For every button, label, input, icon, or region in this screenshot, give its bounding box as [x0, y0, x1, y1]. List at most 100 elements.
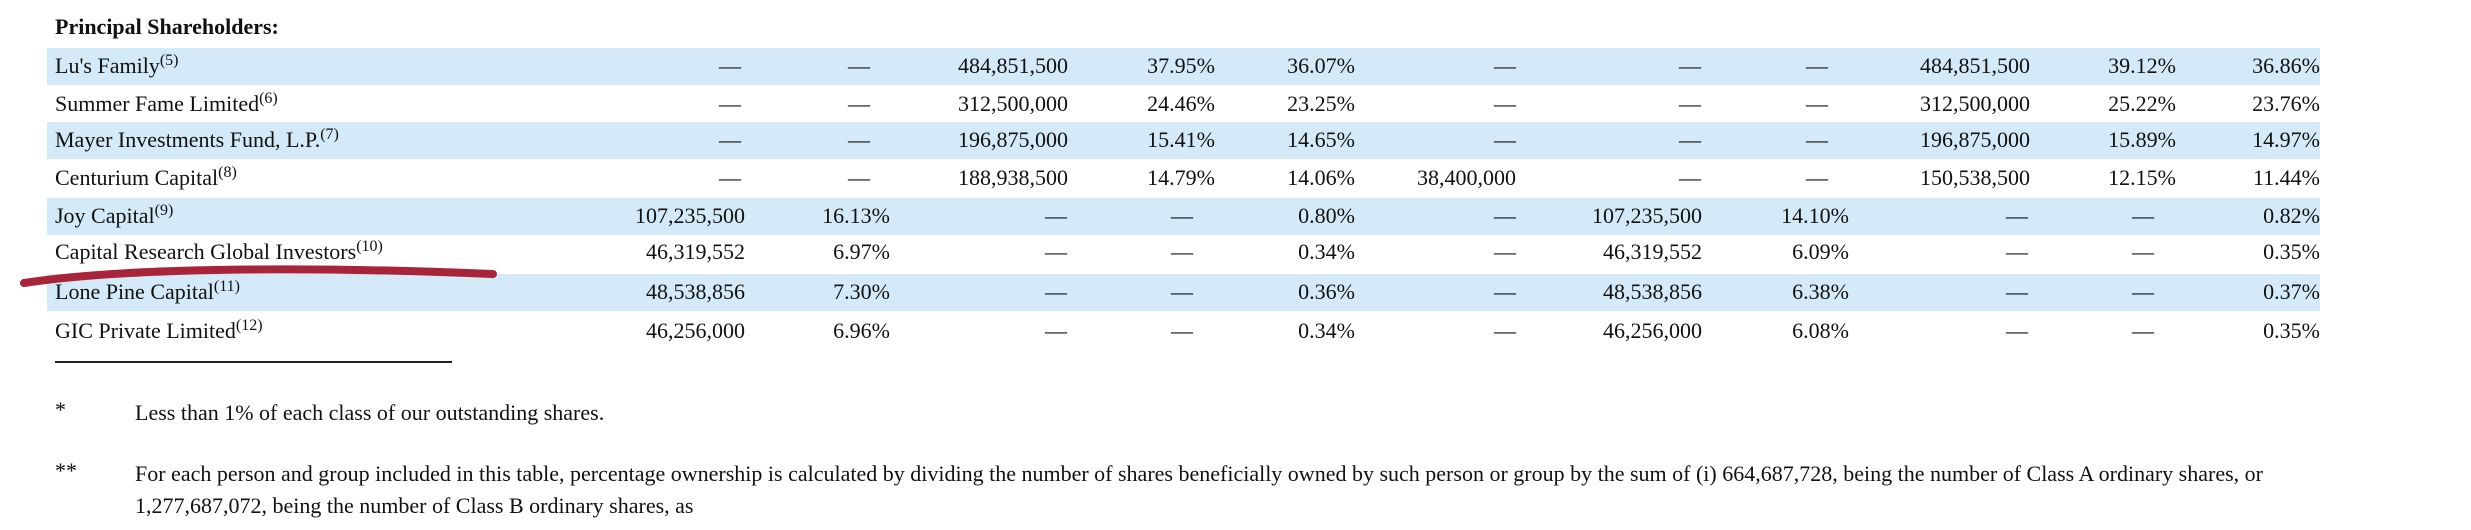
- cell-dash: —: [1171, 239, 1193, 264]
- cell: 14.06%: [1287, 165, 1355, 190]
- cell: 0.37%: [2263, 279, 2320, 304]
- cell: 107,235,500: [635, 203, 745, 228]
- cell-dash: —: [1045, 203, 1067, 228]
- footnote-text: 1,277,687,072, being the number of Class…: [135, 493, 694, 518]
- cell-dash: —: [848, 165, 870, 190]
- cell: 484,851,500: [1920, 53, 2030, 78]
- cell: 46,256,000: [1603, 318, 1702, 343]
- cell-dash: —: [1806, 91, 1828, 116]
- cell: 38,400,000: [1417, 165, 1516, 190]
- cell: 24.46%: [1147, 91, 1215, 116]
- rule: [55, 361, 452, 363]
- cell-dash: —: [848, 53, 870, 78]
- shareholder-name: Capital Research Global Investors: [55, 239, 357, 264]
- cell: 6.08%: [1792, 318, 1849, 343]
- cell-dash: —: [1045, 239, 1067, 264]
- cell: 16.13%: [822, 203, 890, 228]
- row-label: GIC Private Limited(12): [55, 318, 263, 344]
- footnote-ref: (10): [356, 238, 383, 255]
- cell: 7.30%: [833, 279, 890, 304]
- cell-dash: —: [1679, 165, 1701, 190]
- heading: Principal Shareholders:: [55, 14, 279, 39]
- cell: 23.25%: [1287, 91, 1355, 116]
- shareholder-name: Summer Fame Limited: [55, 91, 260, 116]
- shareholder-name: Lu's Family: [55, 53, 160, 78]
- footnote-marker: *: [55, 397, 66, 422]
- cell: 12.15%: [2108, 165, 2176, 190]
- row-label: Summer Fame Limited(6): [55, 91, 278, 117]
- cell-dash: —: [1679, 53, 1701, 78]
- cell: 36.07%: [1287, 53, 1355, 78]
- cell: 0.80%: [1298, 203, 1355, 228]
- cell-dash: —: [1494, 279, 1516, 304]
- footnote-ref: (6): [259, 90, 278, 107]
- row-label: Centurium Capital(8): [55, 165, 237, 191]
- shareholder-name: Centurium Capital: [55, 165, 219, 190]
- cell-dash: —: [719, 91, 741, 116]
- cell-dash: —: [2132, 239, 2154, 264]
- cell: 0.35%: [2263, 239, 2320, 264]
- cell-dash: —: [2006, 203, 2028, 228]
- cell-dash: —: [1679, 127, 1701, 152]
- footnote-ref: (11): [213, 278, 240, 295]
- cell: 23.76%: [2252, 91, 2320, 116]
- cell: 0.34%: [1298, 318, 1355, 343]
- cell: 312,500,000: [958, 91, 1068, 116]
- cell: 37.95%: [1147, 53, 1215, 78]
- footnote-ref: (7): [320, 126, 339, 143]
- shareholder-name: Lone Pine Capital: [55, 279, 214, 304]
- cell: 484,851,500: [958, 53, 1068, 78]
- footnote-text: For each person and group included in th…: [135, 461, 2263, 486]
- cell: 6.97%: [833, 239, 890, 264]
- cell: 46,319,552: [1603, 239, 1702, 264]
- cell-dash: —: [1806, 53, 1828, 78]
- row-label: Mayer Investments Fund, L.P.(7): [55, 127, 339, 153]
- row-label: Joy Capital(9): [55, 203, 173, 229]
- cell-dash: —: [1171, 279, 1193, 304]
- cell: 14.79%: [1147, 165, 1215, 190]
- cell-dash: —: [1494, 318, 1516, 343]
- row-label: Lu's Family(5): [55, 53, 178, 79]
- shareholder-name: GIC Private Limited: [55, 318, 236, 343]
- cell: 46,319,552: [646, 239, 745, 264]
- cell: 188,938,500: [958, 165, 1068, 190]
- row-label: Capital Research Global Investors(10): [55, 239, 383, 265]
- cell: 11.44%: [2252, 165, 2320, 190]
- cell-dash: —: [848, 91, 870, 116]
- row-band: [47, 122, 2320, 159]
- cell-dash: —: [1679, 91, 1701, 116]
- cell-dash: —: [848, 127, 870, 152]
- cell: 46,256,000: [646, 318, 745, 343]
- footnote-ref: (9): [154, 202, 174, 219]
- cell: 196,875,000: [1920, 127, 2030, 152]
- cell: 48,538,856: [1603, 279, 1702, 304]
- footnote-ref: (8): [218, 164, 237, 181]
- cell: 0.34%: [1298, 239, 1355, 264]
- cell: 14.65%: [1287, 127, 1355, 152]
- cell-dash: —: [719, 165, 741, 190]
- cell-dash: —: [719, 127, 741, 152]
- cell: 312,500,000: [1920, 91, 2030, 116]
- cell: 14.10%: [1781, 203, 1849, 228]
- cell-dash: —: [2006, 279, 2028, 304]
- cell: 25.22%: [2108, 91, 2176, 116]
- cell-dash: —: [1494, 203, 1516, 228]
- footnote-text: Less than 1% of each class of our outsta…: [135, 400, 605, 425]
- cell-dash: —: [2132, 318, 2154, 343]
- row-band: [47, 48, 2320, 85]
- cell: 150,538,500: [1920, 165, 2030, 190]
- footnote-ref: (5): [159, 52, 179, 69]
- cell: 6.38%: [1792, 279, 1849, 304]
- cell-dash: —: [1806, 165, 1828, 190]
- cell: 0.82%: [2263, 203, 2320, 228]
- cell-dash: —: [2132, 203, 2154, 228]
- cell-dash: —: [2132, 279, 2154, 304]
- cell: 48,538,856: [646, 279, 745, 304]
- cell: 6.09%: [1792, 239, 1849, 264]
- cell: 107,235,500: [1592, 203, 1702, 228]
- cell-dash: —: [1494, 53, 1516, 78]
- footnote-marker: **: [55, 458, 77, 483]
- cell: 15.41%: [1147, 127, 1215, 152]
- cell-dash: —: [1494, 127, 1516, 152]
